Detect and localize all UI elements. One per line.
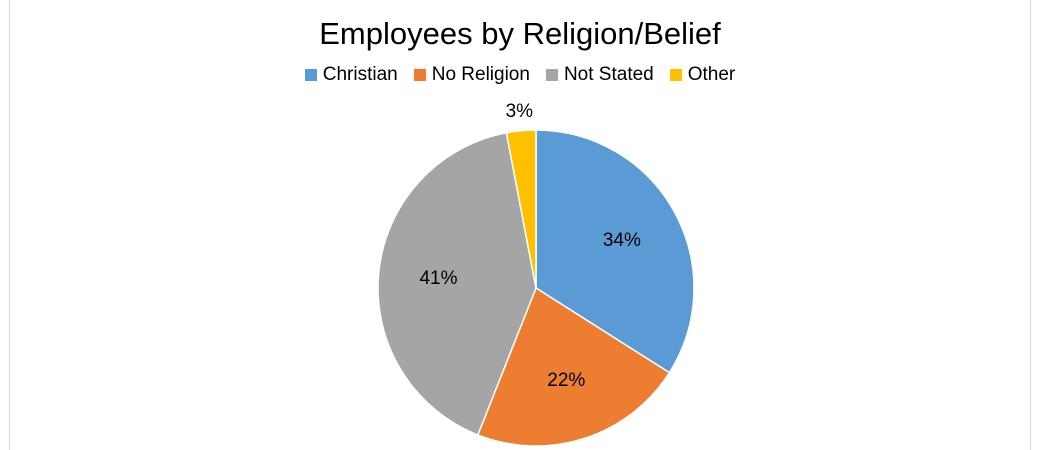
chart-legend: Christian No Religion Not Stated Other (0, 64, 1040, 86)
pie-slice-not-stated (377, 131, 537, 436)
data-label-other: 3% (506, 101, 534, 122)
data-label-christian: 34% (603, 230, 641, 251)
legend-swatch-christian (304, 69, 317, 81)
pie-slice-no-religion (476, 286, 671, 447)
pie-slice-other (505, 129, 537, 289)
legend-swatch-no-religion (413, 69, 426, 81)
legend-item-not-stated: Not Stated (545, 64, 654, 86)
pie-labels: 34% 22% 41% 3% (419, 101, 641, 391)
pie-slice-christian (535, 129, 695, 374)
data-label-no-religion: 22% (547, 370, 585, 391)
chart-title: Employees by Religion/Belief (319, 16, 721, 51)
legend-item-other: Other (669, 64, 736, 86)
legend-label-other: Other (687, 64, 736, 85)
legend-item-no-religion: No Religion (413, 64, 530, 86)
data-label-not-stated: 41% (419, 268, 457, 289)
legend-item-christian: Christian (304, 64, 398, 86)
legend-swatch-not-stated (545, 69, 558, 81)
legend-label-christian: Christian (322, 64, 398, 85)
legend-label-no-religion: No Religion (431, 64, 530, 85)
pie-slices (377, 129, 695, 447)
legend-swatch-other (669, 69, 682, 81)
legend-label-not-stated: Not Stated (563, 64, 654, 85)
